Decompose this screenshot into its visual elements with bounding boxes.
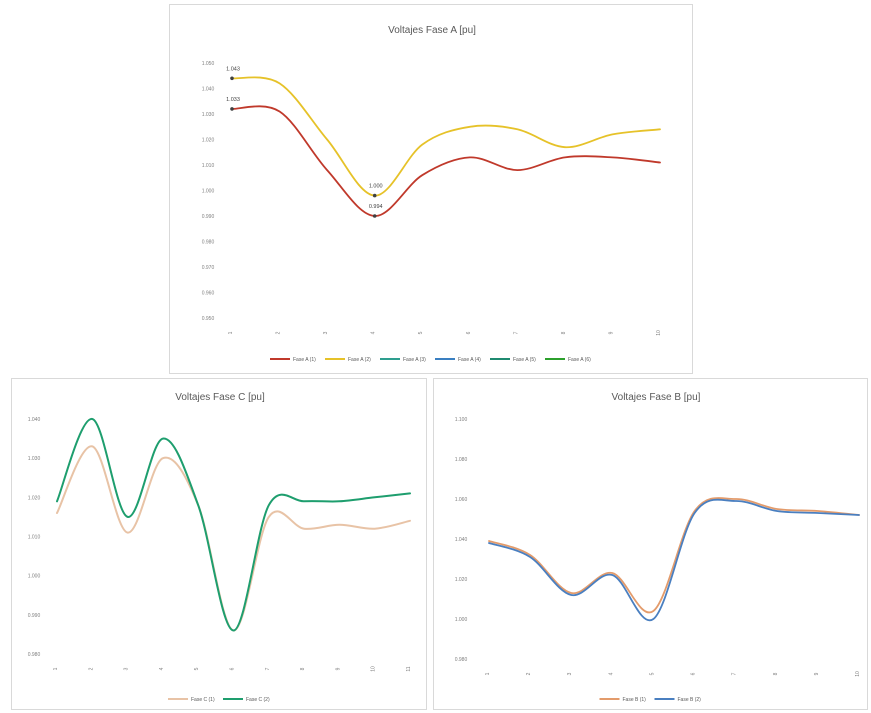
y-tick-label: 1.060 [455, 497, 468, 503]
y-tick-label: 1.100 [455, 417, 468, 423]
legend-label: Fase A (3) [403, 357, 426, 363]
x-tick-label: 2 [88, 667, 94, 670]
chart-panel-fase-b: Voltajes Fase B [pu] 0.980 1.000 1.020 1.04… [433, 378, 868, 710]
x-tick-label: 1 [228, 331, 234, 334]
y-tick-label: 1.040 [202, 87, 215, 93]
y-tick-label: 0.980 [202, 240, 215, 246]
x-tick-label: 4 [159, 667, 165, 670]
chart-title: Voltajes Fase C [pu] [175, 392, 265, 403]
series-line-2 [488, 498, 860, 622]
legend-label: Fase A (6) [568, 357, 591, 363]
x-tick-label: 3 [124, 667, 130, 670]
x-tick-label: 9 [608, 331, 614, 334]
series-line-1 [488, 497, 860, 614]
y-tick-label: 1.000 [28, 574, 41, 580]
y-tick-label: 1.000 [202, 189, 215, 195]
x-tick-label: 4 [371, 331, 377, 334]
x-tick-label: 3 [323, 331, 329, 334]
x-tick-label: 3 [567, 672, 573, 675]
x-tick-label: 4 [608, 672, 614, 675]
chart-panel-fase-a: Voltajes Fase A [pu] 0.950 0.960 0.970 0.98… [169, 4, 693, 374]
x-tick-label: 5 [194, 667, 200, 670]
legend-label: Fase A (4) [458, 357, 481, 363]
x-tick-label: 6 [691, 672, 697, 675]
data-point-marker [372, 193, 377, 198]
x-tick-label: 10 [656, 330, 662, 336]
x-tick-label: 9 [335, 667, 341, 670]
data-label: 1.043 [226, 66, 240, 72]
series-line-1 [56, 445, 411, 632]
y-tick-label: 0.980 [28, 652, 41, 658]
x-tick-label: 8 [300, 667, 306, 670]
x-tick-label: 2 [526, 672, 532, 675]
x-tick-label: 1 [485, 672, 491, 675]
legend-label: Fase B (2) [678, 697, 702, 703]
data-point-marker [372, 214, 377, 218]
x-tick-label: 9 [814, 672, 820, 675]
y-tick-label: 1.000 [455, 617, 468, 623]
legend-label: Fase A (5) [513, 357, 536, 363]
legend-label: Fase A (1) [293, 357, 316, 363]
y-tick-label: 0.980 [455, 657, 468, 663]
data-label: 1.000 [369, 184, 383, 190]
y-tick-label: 0.960 [202, 291, 215, 297]
x-tick-label: 5 [418, 331, 424, 334]
y-tick-label: 1.010 [202, 163, 215, 169]
x-tick-label: 10 [855, 671, 861, 677]
x-tick-label: 2 [276, 331, 282, 334]
y-tick-label: 1.030 [202, 112, 215, 118]
y-tick-label: 1.020 [455, 577, 468, 583]
legend-label: Fase C (2) [246, 697, 270, 703]
data-label: 1.033 [226, 97, 240, 103]
y-tick-label: 1.040 [28, 417, 41, 423]
chart-panel-fase-c: Voltajes Fase C [pu] 0.980 0.990 1.000 1.01… [11, 378, 427, 710]
legend-label: Fase C (1) [191, 697, 215, 703]
x-tick-label: 10 [371, 666, 377, 672]
series-line-2 [56, 418, 411, 632]
y-tick-label: 1.080 [455, 457, 468, 463]
y-tick-label: 1.030 [28, 456, 41, 462]
x-tick-label: 8 [773, 672, 779, 675]
x-tick-label: 7 [513, 331, 519, 334]
y-tick-label: 0.990 [28, 613, 41, 619]
x-tick-label: 6 [466, 331, 472, 334]
chart-svg-fase-c: Voltajes Fase C [pu] 0.980 0.990 1.000 1.01… [28, 392, 412, 703]
x-tick-label: 7 [265, 667, 271, 670]
chart-title: Voltajes Fase A [pu] [388, 25, 476, 36]
legend-label: Fase A (2) [348, 357, 371, 363]
y-tick-label: 1.020 [28, 495, 41, 501]
chart-svg-fase-a: Voltajes Fase A [pu] 0.950 0.960 0.970 0.98… [202, 25, 662, 363]
y-tick-label: 1.020 [202, 138, 215, 144]
series-line-2 [231, 76, 661, 197]
y-tick-label: 1.010 [28, 535, 41, 541]
y-tick-label: 1.040 [455, 537, 468, 543]
chart-title: Voltajes Fase B [pu] [612, 392, 701, 403]
y-tick-label: 0.950 [202, 316, 215, 322]
data-point-marker [230, 107, 234, 111]
x-tick-label: 1 [53, 667, 59, 670]
x-tick-label: 7 [732, 672, 738, 675]
y-tick-label: 0.970 [202, 265, 215, 271]
y-tick-label: 1.050 [202, 61, 215, 67]
data-point-marker [230, 76, 234, 81]
y-tick-label: 0.990 [202, 214, 215, 220]
legend-label: Fase B (1) [623, 697, 647, 703]
x-tick-label: 8 [561, 331, 567, 334]
data-label: 0.994 [369, 204, 383, 210]
series-line-1 [231, 105, 661, 217]
x-tick-label: 6 [230, 667, 236, 670]
x-tick-label: 5 [649, 672, 655, 675]
chart-svg-fase-b: Voltajes Fase B [pu] 0.980 1.000 1.020 1.04… [455, 392, 861, 703]
x-tick-label: 11 [406, 666, 412, 671]
